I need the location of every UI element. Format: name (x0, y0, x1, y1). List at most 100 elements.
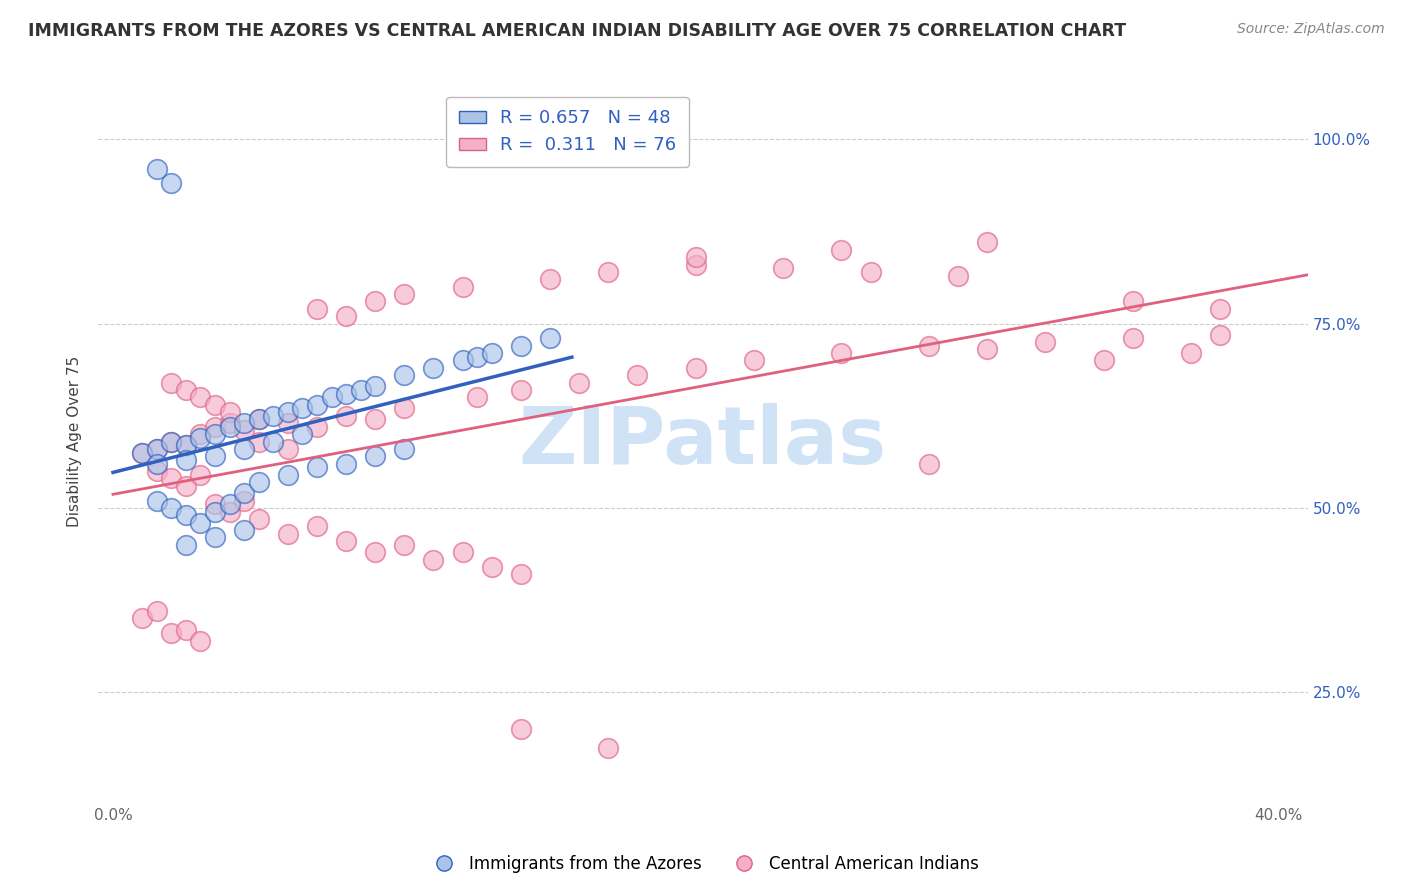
Point (830, 346, 852, 360)
Point (247, 434, 270, 449)
Point (742, 353, 765, 368)
Point (277, 467, 299, 482)
Point (364, 379, 387, 393)
Point (145, 161, 167, 176)
Point (291, 401, 314, 416)
Point (204, 497, 226, 511)
Point (160, 471, 183, 485)
Point (247, 512, 270, 526)
Point (976, 343, 998, 357)
Point (160, 434, 183, 449)
Point (291, 427, 314, 442)
Point (538, 331, 561, 345)
Point (1209, 301, 1232, 316)
Point (160, 626, 183, 640)
Point (145, 457, 167, 471)
Point (160, 376, 183, 390)
Point (190, 431, 212, 445)
Point (859, 265, 882, 279)
Point (305, 301, 328, 316)
Point (247, 412, 270, 426)
Point (277, 405, 299, 419)
Point (233, 523, 256, 537)
Y-axis label: Disability Age Over 75: Disability Age Over 75 (67, 356, 83, 527)
Point (394, 538, 416, 552)
Point (160, 500, 183, 515)
Point (394, 287, 416, 301)
Point (598, 740, 620, 755)
Point (335, 309, 357, 323)
Point (190, 427, 212, 442)
Point (204, 530, 226, 544)
Point (509, 567, 531, 582)
Legend: R = 0.657   N = 48, R =  0.311   N = 76: R = 0.657 N = 48, R = 0.311 N = 76 (446, 96, 689, 167)
Text: ZIPatlas: ZIPatlas (519, 402, 887, 481)
Point (685, 258, 707, 272)
Point (422, 360, 444, 375)
Point (174, 453, 197, 467)
Point (218, 505, 240, 519)
Point (422, 552, 444, 566)
Point (481, 560, 503, 574)
Point (481, 346, 503, 360)
Point (305, 419, 328, 434)
Point (204, 450, 226, 464)
Point (218, 419, 240, 434)
Point (335, 534, 357, 549)
Point (305, 398, 328, 412)
Point (204, 505, 226, 519)
Point (174, 383, 197, 397)
Point (131, 611, 153, 625)
Point (364, 412, 387, 426)
Point (568, 376, 591, 390)
Point (394, 401, 416, 416)
Point (364, 450, 387, 464)
Point (364, 294, 387, 309)
Point (190, 633, 212, 648)
Point (145, 604, 167, 618)
Point (1033, 334, 1056, 349)
Point (277, 442, 299, 456)
Point (262, 434, 284, 449)
Point (321, 390, 343, 404)
Point (204, 419, 226, 434)
Point (218, 497, 240, 511)
Point (233, 486, 256, 500)
Point (1122, 331, 1144, 345)
Point (335, 457, 357, 471)
Point (145, 464, 167, 478)
Point (174, 438, 197, 452)
Point (160, 434, 183, 449)
Point (305, 519, 328, 533)
Text: Source: ZipAtlas.com: Source: ZipAtlas.com (1237, 22, 1385, 37)
Point (145, 442, 167, 456)
Point (451, 545, 474, 559)
Point (465, 390, 488, 404)
Point (685, 360, 707, 375)
Point (233, 424, 256, 438)
Point (394, 368, 416, 383)
Point (598, 265, 620, 279)
Point (509, 339, 531, 353)
Point (262, 409, 284, 423)
Point (204, 427, 226, 442)
Point (174, 623, 197, 637)
Point (277, 416, 299, 430)
Point (247, 412, 270, 426)
Point (394, 442, 416, 456)
Point (350, 383, 373, 397)
Point (976, 235, 998, 250)
Point (335, 386, 357, 401)
Point (218, 416, 240, 430)
Point (233, 416, 256, 430)
Point (233, 493, 256, 508)
Point (145, 442, 167, 456)
Point (204, 398, 226, 412)
Point (160, 177, 183, 191)
Point (131, 445, 153, 459)
Point (918, 339, 941, 353)
Point (946, 268, 969, 283)
Point (451, 353, 474, 368)
Point (131, 445, 153, 459)
Point (174, 508, 197, 523)
